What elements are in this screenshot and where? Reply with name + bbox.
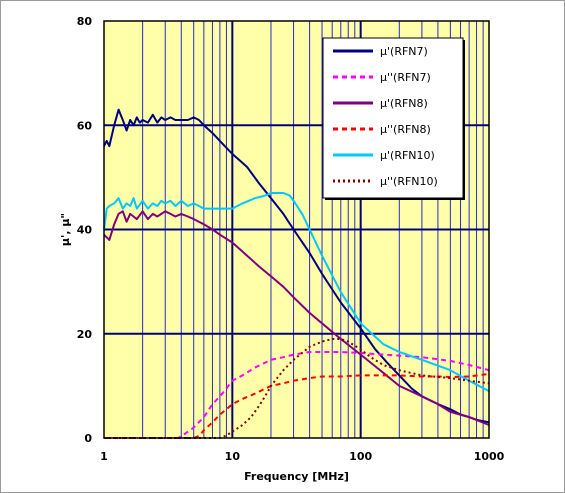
x-tick-label: 100: [349, 450, 372, 463]
legend-entry-label: μ'(RFN7): [380, 45, 428, 58]
y-tick-label: 40: [77, 224, 93, 237]
x-tick-label: 1: [100, 450, 108, 463]
legend-box: [322, 37, 464, 199]
series-line-4: [103, 192, 490, 392]
y-axis-label: μ', μ": [59, 213, 72, 246]
x-tick-label: 10: [225, 450, 241, 463]
y-tick-label: 20: [77, 328, 93, 341]
y-tick-label: 0: [84, 432, 92, 445]
y-tick-label: 80: [77, 15, 93, 28]
legend-entry-label: μ''(RFN10): [380, 175, 438, 188]
legend-entry-label: μ''(RFN8): [380, 123, 431, 136]
legend-entry-label: μ'(RFN10): [380, 149, 435, 162]
legend: μ'(RFN7) μ''(RFN7) μ'(RFN8) μ''(RFN8) μ'(RFN…: [322, 37, 465, 200]
series-layer: [103, 108, 490, 439]
series-line-5: [104, 338, 490, 439]
series-line-1: [104, 351, 490, 439]
y-tick-label: 60: [77, 119, 93, 132]
plot-border: [103, 20, 490, 439]
series-line-3: [104, 372, 490, 439]
series-line-0: [103, 108, 490, 424]
tick-labels: 1 10 100 1000 0 20 40 60 80: [77, 15, 505, 463]
legend-entry-label: μ'(RFN8): [380, 97, 428, 110]
x-tick-label: 1000: [474, 450, 505, 463]
x-axis-label: Frequency [MHz]: [244, 470, 349, 483]
legend-entry-label: μ''(RFN7): [380, 71, 431, 84]
series-line-2: [103, 210, 490, 426]
